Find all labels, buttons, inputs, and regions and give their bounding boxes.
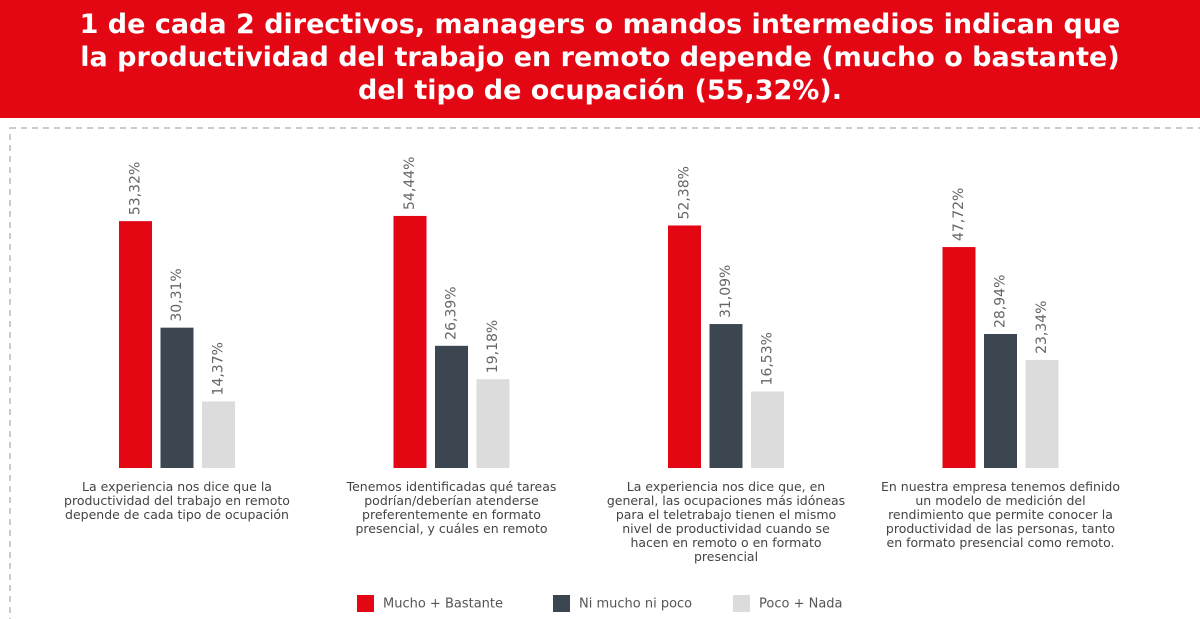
bar [668, 225, 701, 468]
bar [393, 215, 427, 468]
bar [160, 327, 194, 468]
category-label: En nuestra empresa tenemos definido un m… [880, 479, 1120, 550]
value-label: 26,39% [444, 286, 460, 339]
value-label: 30,31% [169, 268, 185, 321]
legend-label: Ni mucho ni poco [579, 597, 692, 612]
chart-title: 1 de cada 2 directivos, managers o mando… [79, 9, 1121, 106]
bar [202, 401, 235, 468]
value-label: 52,38% [677, 166, 693, 219]
bar [119, 221, 152, 468]
category-label: La experiencia nos dice que, en general,… [606, 479, 846, 564]
bar [751, 391, 784, 468]
legend-swatch [357, 595, 374, 612]
value-label: 54,44% [402, 157, 418, 210]
value-label: 19,18% [485, 320, 501, 373]
category-label: Tenemos identificadas qué tareas podrían… [346, 479, 557, 536]
bar [984, 334, 1017, 468]
bar [476, 379, 510, 468]
bar [709, 324, 743, 468]
bar [435, 345, 468, 468]
title-banner [0, 0, 1200, 118]
value-label: 23,34% [1034, 301, 1050, 354]
legend-swatch [733, 595, 750, 612]
legend-swatch [553, 595, 570, 612]
legend-label: Mucho + Bastante [383, 597, 503, 612]
frame [9, 127, 1200, 619]
value-label: 16,53% [760, 332, 776, 385]
value-label: 28,94% [993, 275, 1009, 328]
value-label: 53,32% [128, 162, 144, 215]
value-label: 47,72% [951, 188, 967, 241]
value-label: 14,37% [211, 342, 227, 395]
bar [1025, 359, 1059, 468]
legend-label: Poco + Nada [759, 597, 843, 612]
category-label: La experiencia nos dice que la productiv… [64, 479, 290, 522]
value-label: 31,09% [718, 265, 734, 318]
bar [942, 247, 976, 468]
